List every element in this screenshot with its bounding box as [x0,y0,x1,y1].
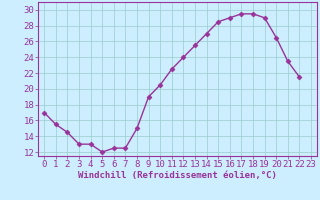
X-axis label: Windchill (Refroidissement éolien,°C): Windchill (Refroidissement éolien,°C) [78,171,277,180]
